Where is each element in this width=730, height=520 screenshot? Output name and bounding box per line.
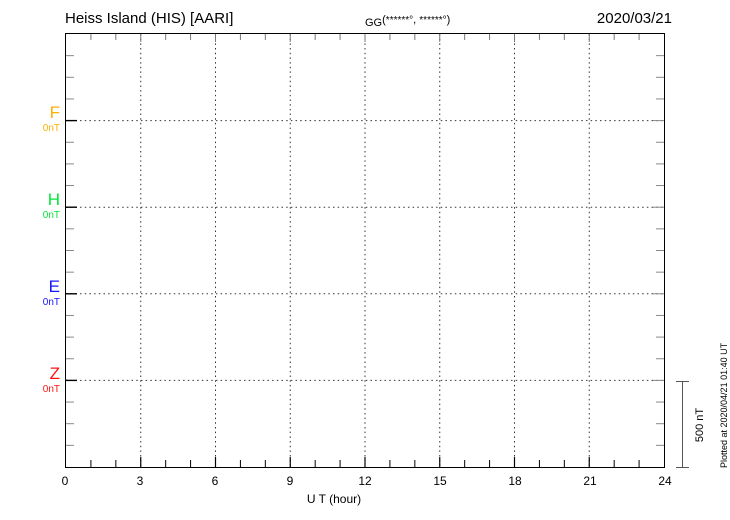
x-tick-12: 12 xyxy=(358,474,372,488)
component-letter-z: Z xyxy=(49,364,60,383)
x-tick-0: 0 xyxy=(61,474,69,488)
baseline-gridlines xyxy=(66,120,664,381)
plotted-at-timestamp: Plotted at 2020/04/21 01:40 UT xyxy=(719,342,729,468)
y-ticks-right xyxy=(653,55,664,446)
x-axis-title-wrap: U T (hour) xyxy=(0,492,730,506)
geographic-coordinates: GG(******°, ******°) xyxy=(365,14,450,29)
x-tick-18: 18 xyxy=(508,474,522,488)
component-label-z: Z 0nT xyxy=(0,365,60,396)
scale-bar-stem xyxy=(682,381,683,468)
x-tick-24: 24 xyxy=(658,474,672,488)
station-title: Heiss Island (HIS) [AARI] xyxy=(65,10,234,27)
component-baseline-z: 0nT xyxy=(42,384,60,395)
grid-and-ticks xyxy=(66,34,664,467)
scale-bar xyxy=(676,381,690,468)
gg-longitude-value: ******° xyxy=(419,15,447,26)
vertical-gridlines xyxy=(140,34,590,467)
gg-close-paren: ) xyxy=(446,14,451,26)
x-tick-15: 15 xyxy=(433,474,447,488)
component-letter-h: H xyxy=(47,190,60,209)
x-tick-6: 6 xyxy=(211,474,219,488)
component-label-f: F 0nT xyxy=(0,104,60,135)
component-baseline-h: 0nT xyxy=(42,210,60,221)
plot-area xyxy=(65,33,665,468)
x-ticks-top xyxy=(90,34,640,42)
gg-latitude-value: ******° xyxy=(385,15,414,26)
observation-date: 2020/03/21 xyxy=(596,10,672,27)
x-major-ticks-bottom xyxy=(140,457,590,467)
x-tick-21: 21 xyxy=(583,474,597,488)
x-axis-title: U T (hour) xyxy=(306,492,362,506)
y-major-ticks-left xyxy=(66,119,77,382)
scale-bar-bottom-cap xyxy=(676,467,689,468)
component-label-h: H 0nT xyxy=(0,191,60,222)
component-letter-f: F xyxy=(49,103,60,122)
gg-prefix-label: GG xyxy=(365,17,383,29)
component-letter-e: E xyxy=(48,277,60,296)
y-minor-ticks-left xyxy=(66,55,74,446)
component-baseline-f: 0nT xyxy=(42,123,60,134)
gg-open-paren: ( xyxy=(382,14,386,26)
gg-separator: , xyxy=(413,14,417,26)
component-label-e: E 0nT xyxy=(0,278,60,309)
x-tick-9: 9 xyxy=(286,474,294,488)
component-baseline-e: 0nT xyxy=(42,297,60,308)
scale-bar-label: 500 nT xyxy=(694,407,706,443)
x-minor-ticks-bottom xyxy=(90,460,640,467)
x-tick-3: 3 xyxy=(136,474,144,488)
